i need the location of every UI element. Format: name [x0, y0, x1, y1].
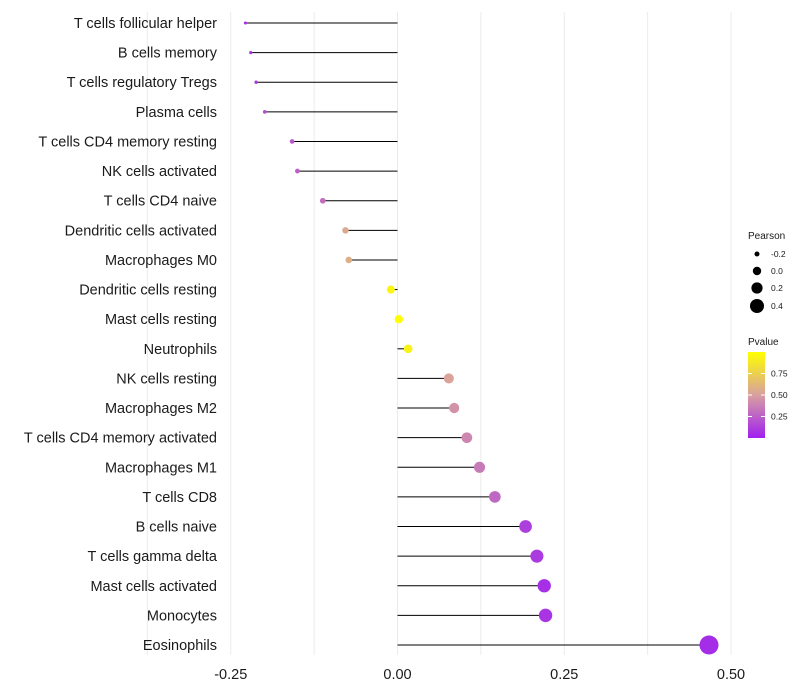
x-axis-tick-labels: -0.25 0.00 0.25 0.50: [214, 667, 745, 683]
category-labels: T cells follicular helper B cells memory T…: [24, 16, 218, 654]
size-legend-label: -0.2: [771, 249, 786, 259]
x-tick-label: 0.50: [717, 667, 745, 683]
lollipop-point: [537, 579, 551, 593]
size-legend-title: Pearson: [748, 231, 785, 242]
lollipop-point: [461, 432, 473, 444]
x-tick-label: -0.25: [214, 667, 247, 683]
grid-lines: [146, 12, 732, 655]
lollipop-point: [519, 520, 532, 533]
color-legend-ticks: 0.25 0.50 0.75: [748, 369, 788, 422]
lollipop-point: [249, 51, 253, 55]
category-label: Macrophages M0: [105, 253, 217, 269]
category-label: NK cells resting: [116, 371, 217, 387]
category-label: T cells regulatory Tregs: [67, 75, 217, 91]
size-legend-dot: [750, 299, 764, 313]
color-legend-title: Pvalue: [748, 337, 779, 348]
lollipop-point: [403, 344, 413, 354]
legend: Pearson -0.2 0.0 0.2 0.4 Pvalue 0.25 0.50 0.7…: [748, 231, 788, 438]
color-legend-label: 0.75: [771, 369, 788, 379]
lollipop-point: [345, 256, 353, 264]
size-legend-items: -0.2 0.0 0.2 0.4: [750, 249, 786, 313]
size-legend-label: 0.4: [771, 301, 783, 311]
category-label: Macrophages M1: [105, 460, 217, 476]
lollipop-stems: [245, 22, 709, 646]
lollipop-point: [386, 285, 395, 294]
lollipop-point: [699, 635, 719, 655]
x-tick-label: 0.00: [383, 667, 411, 683]
lollipop-point: [295, 168, 300, 174]
lollipop-point: [530, 549, 544, 563]
lollipop-point: [473, 461, 486, 473]
color-legend-label: 0.50: [771, 390, 788, 400]
category-label: B cells naive: [136, 520, 217, 536]
category-label: Dendritic cells activated: [65, 223, 217, 239]
category-label: NK cells activated: [102, 164, 217, 180]
category-label: Plasma cells: [136, 105, 217, 121]
category-label: T cells gamma delta: [88, 549, 218, 565]
category-label: Mast cells activated: [90, 579, 217, 595]
size-legend-dot: [751, 282, 763, 294]
category-label: T cells CD4 naive: [104, 194, 217, 210]
lollipop-points: [243, 21, 719, 655]
category-label: T cells follicular helper: [74, 16, 217, 32]
color-legend-label: 0.25: [771, 412, 788, 422]
lollipop-point: [342, 227, 349, 234]
size-legend-label: 0.2: [771, 283, 783, 293]
category-label: Neutrophils: [144, 342, 217, 358]
category-label: Mast cells resting: [105, 312, 217, 328]
size-legend-label: 0.0: [771, 266, 783, 276]
size-legend-dot: [752, 266, 762, 276]
category-label: Eosinophils: [143, 638, 217, 654]
category-label: B cells memory: [118, 46, 218, 62]
category-label: T cells CD4 memory resting: [38, 134, 217, 150]
lollipop-point: [489, 491, 501, 503]
size-legend-dot: [754, 251, 760, 257]
category-label: Dendritic cells resting: [79, 283, 217, 299]
lollipop-point: [262, 110, 267, 114]
lollipop-point: [289, 139, 295, 144]
lollipop-point: [538, 608, 553, 623]
category-label: Monocytes: [147, 608, 217, 624]
category-label: T cells CD8: [142, 490, 217, 506]
color-legend-bar: [748, 352, 765, 438]
category-label: T cells CD4 memory activated: [24, 431, 217, 447]
category-label: Macrophages M2: [105, 401, 217, 417]
lollipop-point: [394, 315, 404, 324]
lollipop-point: [243, 21, 247, 25]
x-tick-label: 0.25: [550, 667, 578, 683]
lollipop-point: [254, 80, 258, 84]
lollipop-point: [443, 373, 454, 384]
lollipop-point: [449, 402, 460, 414]
lollipop-point: [319, 197, 326, 204]
